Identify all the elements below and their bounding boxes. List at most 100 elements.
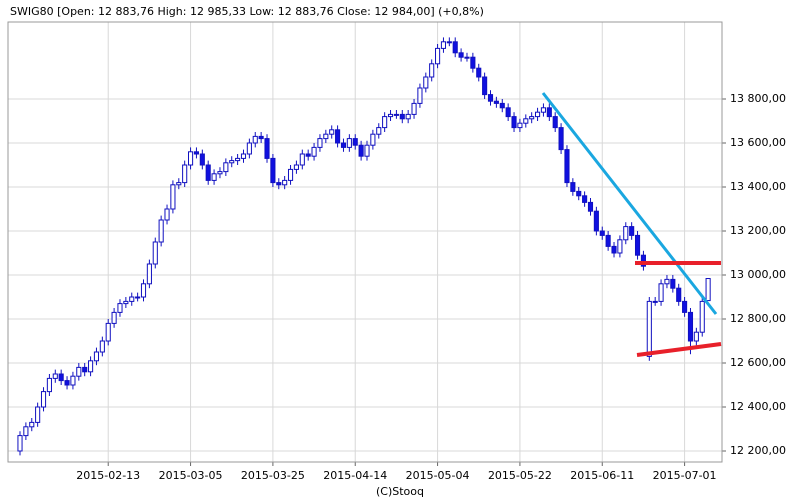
candle-body <box>552 116 558 129</box>
candle-body <box>270 157 276 184</box>
candle-body <box>240 153 247 159</box>
candle-body <box>64 380 70 386</box>
candle-body <box>476 67 482 78</box>
candle-body <box>117 303 123 313</box>
y-tick-label: 12 600,00 <box>730 356 786 369</box>
x-tick-label: 2015-03-05 <box>159 469 223 482</box>
candle-body <box>170 184 176 210</box>
candle-body <box>70 375 76 386</box>
candle-body <box>652 300 658 303</box>
candle-body <box>176 182 182 186</box>
candle-body <box>411 102 417 115</box>
x-tick-label: 2015-07-01 <box>653 469 717 482</box>
candle-body <box>664 278 670 285</box>
candle-body <box>693 331 699 342</box>
candle-body <box>670 278 676 289</box>
source: (C)Stooq <box>376 485 424 498</box>
candle-body <box>482 76 488 96</box>
candle-body <box>340 142 347 148</box>
candle-body <box>252 135 258 144</box>
candle-body <box>264 138 270 159</box>
candle-body <box>17 435 23 452</box>
candle-body <box>282 179 288 186</box>
x-tick-label: 2015-04-14 <box>323 469 387 482</box>
candle-body <box>699 300 705 333</box>
candle-body <box>517 122 523 129</box>
candle-body <box>529 116 535 120</box>
candle-body <box>523 118 529 124</box>
candle-body <box>88 360 94 373</box>
candle-body <box>140 283 147 298</box>
candle-body <box>287 168 294 181</box>
candle-body <box>634 234 641 256</box>
candle-body <box>617 239 623 254</box>
x-tick-label: 2015-06-11 <box>570 469 634 482</box>
plot-frame <box>7 21 723 463</box>
y-tick-label: 12 200,00 <box>730 444 786 457</box>
candle-body <box>111 311 117 324</box>
candle-body <box>399 113 405 120</box>
x-tick-label: 2015-05-04 <box>406 469 470 482</box>
candle-body <box>293 164 299 170</box>
candle-body <box>235 157 241 162</box>
candle-body <box>135 296 141 299</box>
candle-body <box>535 111 541 118</box>
candle-body <box>505 107 511 118</box>
candle-body <box>205 164 211 181</box>
candle-body <box>499 102 505 109</box>
candle-body <box>258 135 264 140</box>
candle-body <box>323 133 329 140</box>
y-tick-label: 13 400,00 <box>730 180 786 193</box>
candle-body <box>99 340 105 353</box>
candle-body <box>623 226 629 241</box>
candle-body <box>35 406 41 423</box>
candle-body <box>40 391 47 408</box>
candle-body <box>676 287 682 302</box>
candle-body <box>317 138 323 148</box>
candle-body <box>193 151 199 155</box>
candle-body <box>335 129 341 144</box>
candle-body <box>105 322 111 342</box>
candle-body <box>52 373 58 379</box>
candle-body <box>417 87 423 104</box>
trend-line <box>541 92 718 315</box>
candle-body <box>593 210 599 232</box>
candle-body <box>387 113 394 118</box>
candle-body <box>582 195 588 203</box>
candle-body <box>29 421 35 428</box>
x-tick-label: 2015-03-25 <box>241 469 305 482</box>
candle-body <box>682 300 688 313</box>
candle-body <box>646 300 652 357</box>
candle-body <box>23 426 29 437</box>
candle-body <box>188 151 194 166</box>
candle-body <box>640 254 646 267</box>
candle-body <box>540 107 546 113</box>
candle-body <box>329 129 335 135</box>
candle-body <box>305 153 311 157</box>
candle-body <box>352 138 358 146</box>
candle-body <box>611 245 617 254</box>
y-tick-label: 13 800,00 <box>730 92 786 105</box>
chart-title: SWIG80 [Open: 12 883,76 High: 12 985,33 … <box>10 5 484 18</box>
candle-body <box>211 173 217 181</box>
candle-body <box>511 116 517 129</box>
drawn-lines <box>541 92 722 357</box>
candle-body <box>76 366 82 377</box>
y-tick-label: 13 600,00 <box>730 136 786 149</box>
candle-body <box>58 373 64 382</box>
candle-body <box>487 94 494 102</box>
y-tick-label: 12 400,00 <box>730 400 786 413</box>
candle-body <box>217 171 223 175</box>
candle-body <box>123 300 129 305</box>
candle-body <box>435 47 441 65</box>
candle-body <box>358 144 364 157</box>
candle-body <box>152 241 158 265</box>
candle-body <box>229 160 235 164</box>
candle-body <box>246 142 252 155</box>
candle-body <box>423 76 429 89</box>
candle-body <box>405 113 411 120</box>
candle-body <box>311 146 317 157</box>
x-tick-label: 2015-05-22 <box>488 469 552 482</box>
candle-body <box>452 41 458 54</box>
